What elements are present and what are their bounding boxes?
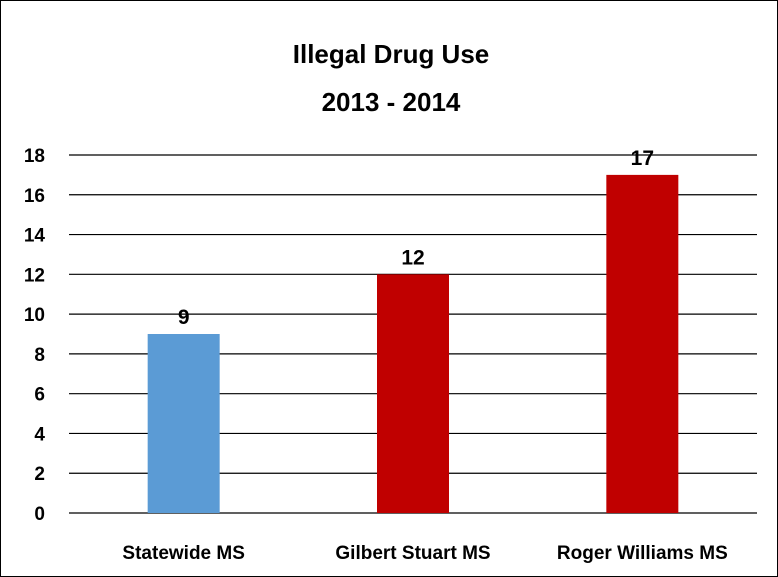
data-label: 9 [178,306,190,329]
y-tick-label: 4 [34,424,45,445]
data-label: 12 [401,246,424,269]
chart-title: Illegal Drug Use 2013 - 2014 [293,39,490,117]
y-tick-label: 2 [34,464,45,485]
y-tick-label: 14 [24,226,46,247]
y-tick-label: 12 [24,265,45,286]
category-label: Roger Williams MS [557,543,728,564]
y-tick-label: 16 [24,186,45,207]
category-label: Statewide MS [122,543,244,564]
y-tick-label: 8 [34,345,45,366]
data-labels: 9 12 17 [178,147,654,329]
chart-title-line-2: 2013 - 2014 [322,87,461,117]
chart-title-line-1: Illegal Drug Use [293,39,490,69]
x-axis-category-labels: Statewide MS Gilbert Stuart MS Roger Willi… [122,543,727,564]
bar-gilbert-stuart-ms [377,274,449,513]
y-tick-label: 10 [24,305,45,326]
y-tick-label: 0 [34,504,45,525]
y-tick-label: 18 [24,146,45,167]
bar-roger-williams-ms [606,174,679,513]
bar-statewide-ms [147,334,220,513]
y-axis-tick-labels: 0 2 4 6 8 10 12 14 16 18 [24,146,46,525]
category-label: Gilbert Stuart MS [335,543,490,564]
data-label: 17 [631,147,654,170]
y-tick-label: 6 [34,385,45,406]
bars [147,174,679,513]
